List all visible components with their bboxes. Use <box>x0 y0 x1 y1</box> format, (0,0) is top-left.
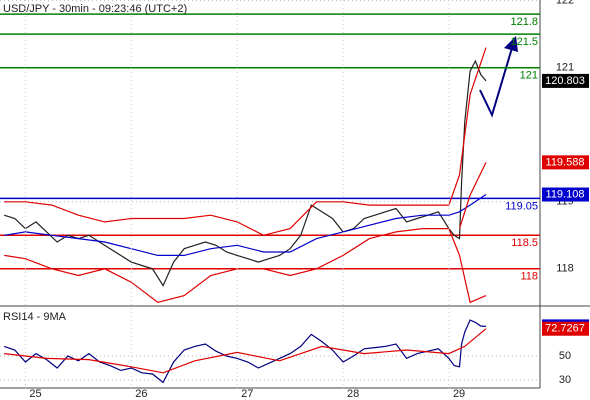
y-tick-label: 121 <box>556 62 574 74</box>
price-tag <box>542 187 589 202</box>
level-label: 118 <box>520 271 538 283</box>
y-tick-label: 122 <box>556 0 574 7</box>
panel-title: USD/JPY - 30min - 09:23:46 (UTC+2) <box>3 3 187 15</box>
level-label: 121.8 <box>510 16 538 28</box>
y-tick-label: 50 <box>559 350 571 362</box>
series-line <box>4 194 487 256</box>
x-tick-label: 28 <box>347 388 359 400</box>
price-tag <box>542 73 589 88</box>
level-label: 121.5 <box>510 36 538 48</box>
level-label: 121 <box>520 70 538 82</box>
x-tick-label: 25 <box>29 388 41 400</box>
x-tick-label: 27 <box>241 388 253 400</box>
x-tick-label: 26 <box>135 388 147 400</box>
level-label: 118.5 <box>511 237 538 249</box>
y-tick-label: 118 <box>556 263 574 275</box>
price-tag-label: 119.108 <box>546 188 585 200</box>
forecast-arrowhead <box>504 36 518 52</box>
series-line <box>458 162 487 229</box>
price-tag <box>542 321 589 336</box>
series-line <box>4 47 487 236</box>
price-tag <box>542 155 589 170</box>
price-tag-label: 72.7267 <box>545 323 585 335</box>
forecast-arrow <box>479 47 513 118</box>
level-label: 119.05 <box>505 200 538 212</box>
y-tick-label: 30 <box>559 374 571 386</box>
series-line <box>4 328 487 374</box>
series-line <box>4 59 487 287</box>
price-tag-label: 120.803 <box>545 75 585 87</box>
price-tag-label: 119.588 <box>546 156 585 168</box>
panel-title: RSI14 - 9MA <box>3 311 67 323</box>
series-line <box>4 228 487 304</box>
series-line <box>4 319 487 384</box>
x-tick-label: 29 <box>453 388 465 400</box>
